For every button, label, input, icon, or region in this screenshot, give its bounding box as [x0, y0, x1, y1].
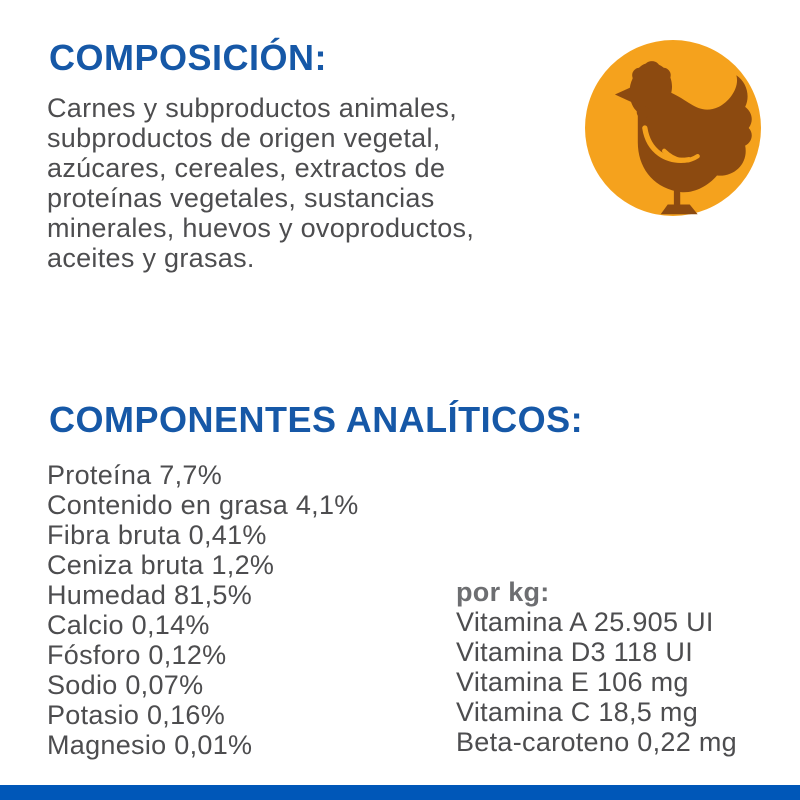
composition-line: minerales, huevos y ovoproductos,: [47, 213, 475, 243]
analytical-heading: COMPONENTES ANALÍTICOS:: [49, 399, 584, 440]
composition-heading: COMPOSICIÓN:: [49, 37, 328, 78]
composition-line: subproductos de origen vegetal,: [47, 123, 441, 153]
analytical-list: Proteína 7,7% Contenido en grasa 4,1% Fibr…: [47, 460, 359, 760]
analytical-item: Fósforo 0,12%: [47, 640, 227, 670]
per-kg-item: Vitamina A 25.905 UI: [456, 607, 714, 637]
analytical-item: Calcio 0,14%: [47, 610, 210, 640]
bottom-accent-bar: [0, 785, 800, 800]
per-kg-list: Vitamina A 25.905 UI Vitamina D3 118 UI Vi…: [456, 607, 737, 757]
chicken-glyph: [614, 61, 752, 215]
analytical-item: Proteína 7,7%: [47, 460, 223, 490]
analytical-item: Contenido en grasa 4,1%: [47, 490, 359, 520]
per-kg-label: por kg:: [456, 577, 550, 607]
analytical-item: Potasio 0,16%: [47, 700, 226, 730]
per-kg-item: Vitamina E 106 mg: [456, 667, 689, 697]
per-kg-item: Vitamina C 18,5 mg: [456, 697, 699, 727]
composition-text: Carnes y subproductos animales, subproduc…: [47, 93, 474, 273]
composition-line: Carnes y subproductos animales,: [47, 93, 458, 123]
per-kg-item: Beta-caroteno 0,22 mg: [456, 727, 737, 757]
chicken-icon: [585, 40, 761, 216]
analytical-item: Humedad 81,5%: [47, 580, 253, 610]
per-kg-item: Vitamina D3 118 UI: [456, 637, 694, 667]
analytical-item: Magnesio 0,01%: [47, 730, 253, 760]
composition-line: aceites y grasas.: [47, 243, 255, 273]
analytical-item: Fibra bruta 0,41%: [47, 520, 267, 550]
per-kg-block: por kg: Vitamina A 25.905 UI Vitamina D3 …: [456, 577, 737, 757]
composition-line: azúcares, cereales, extractos de: [47, 153, 446, 183]
composition-line: proteínas vegetales, sustancias: [47, 183, 435, 213]
analytical-item: Sodio 0,07%: [47, 670, 204, 700]
analytical-item: Ceniza bruta 1,2%: [47, 550, 275, 580]
